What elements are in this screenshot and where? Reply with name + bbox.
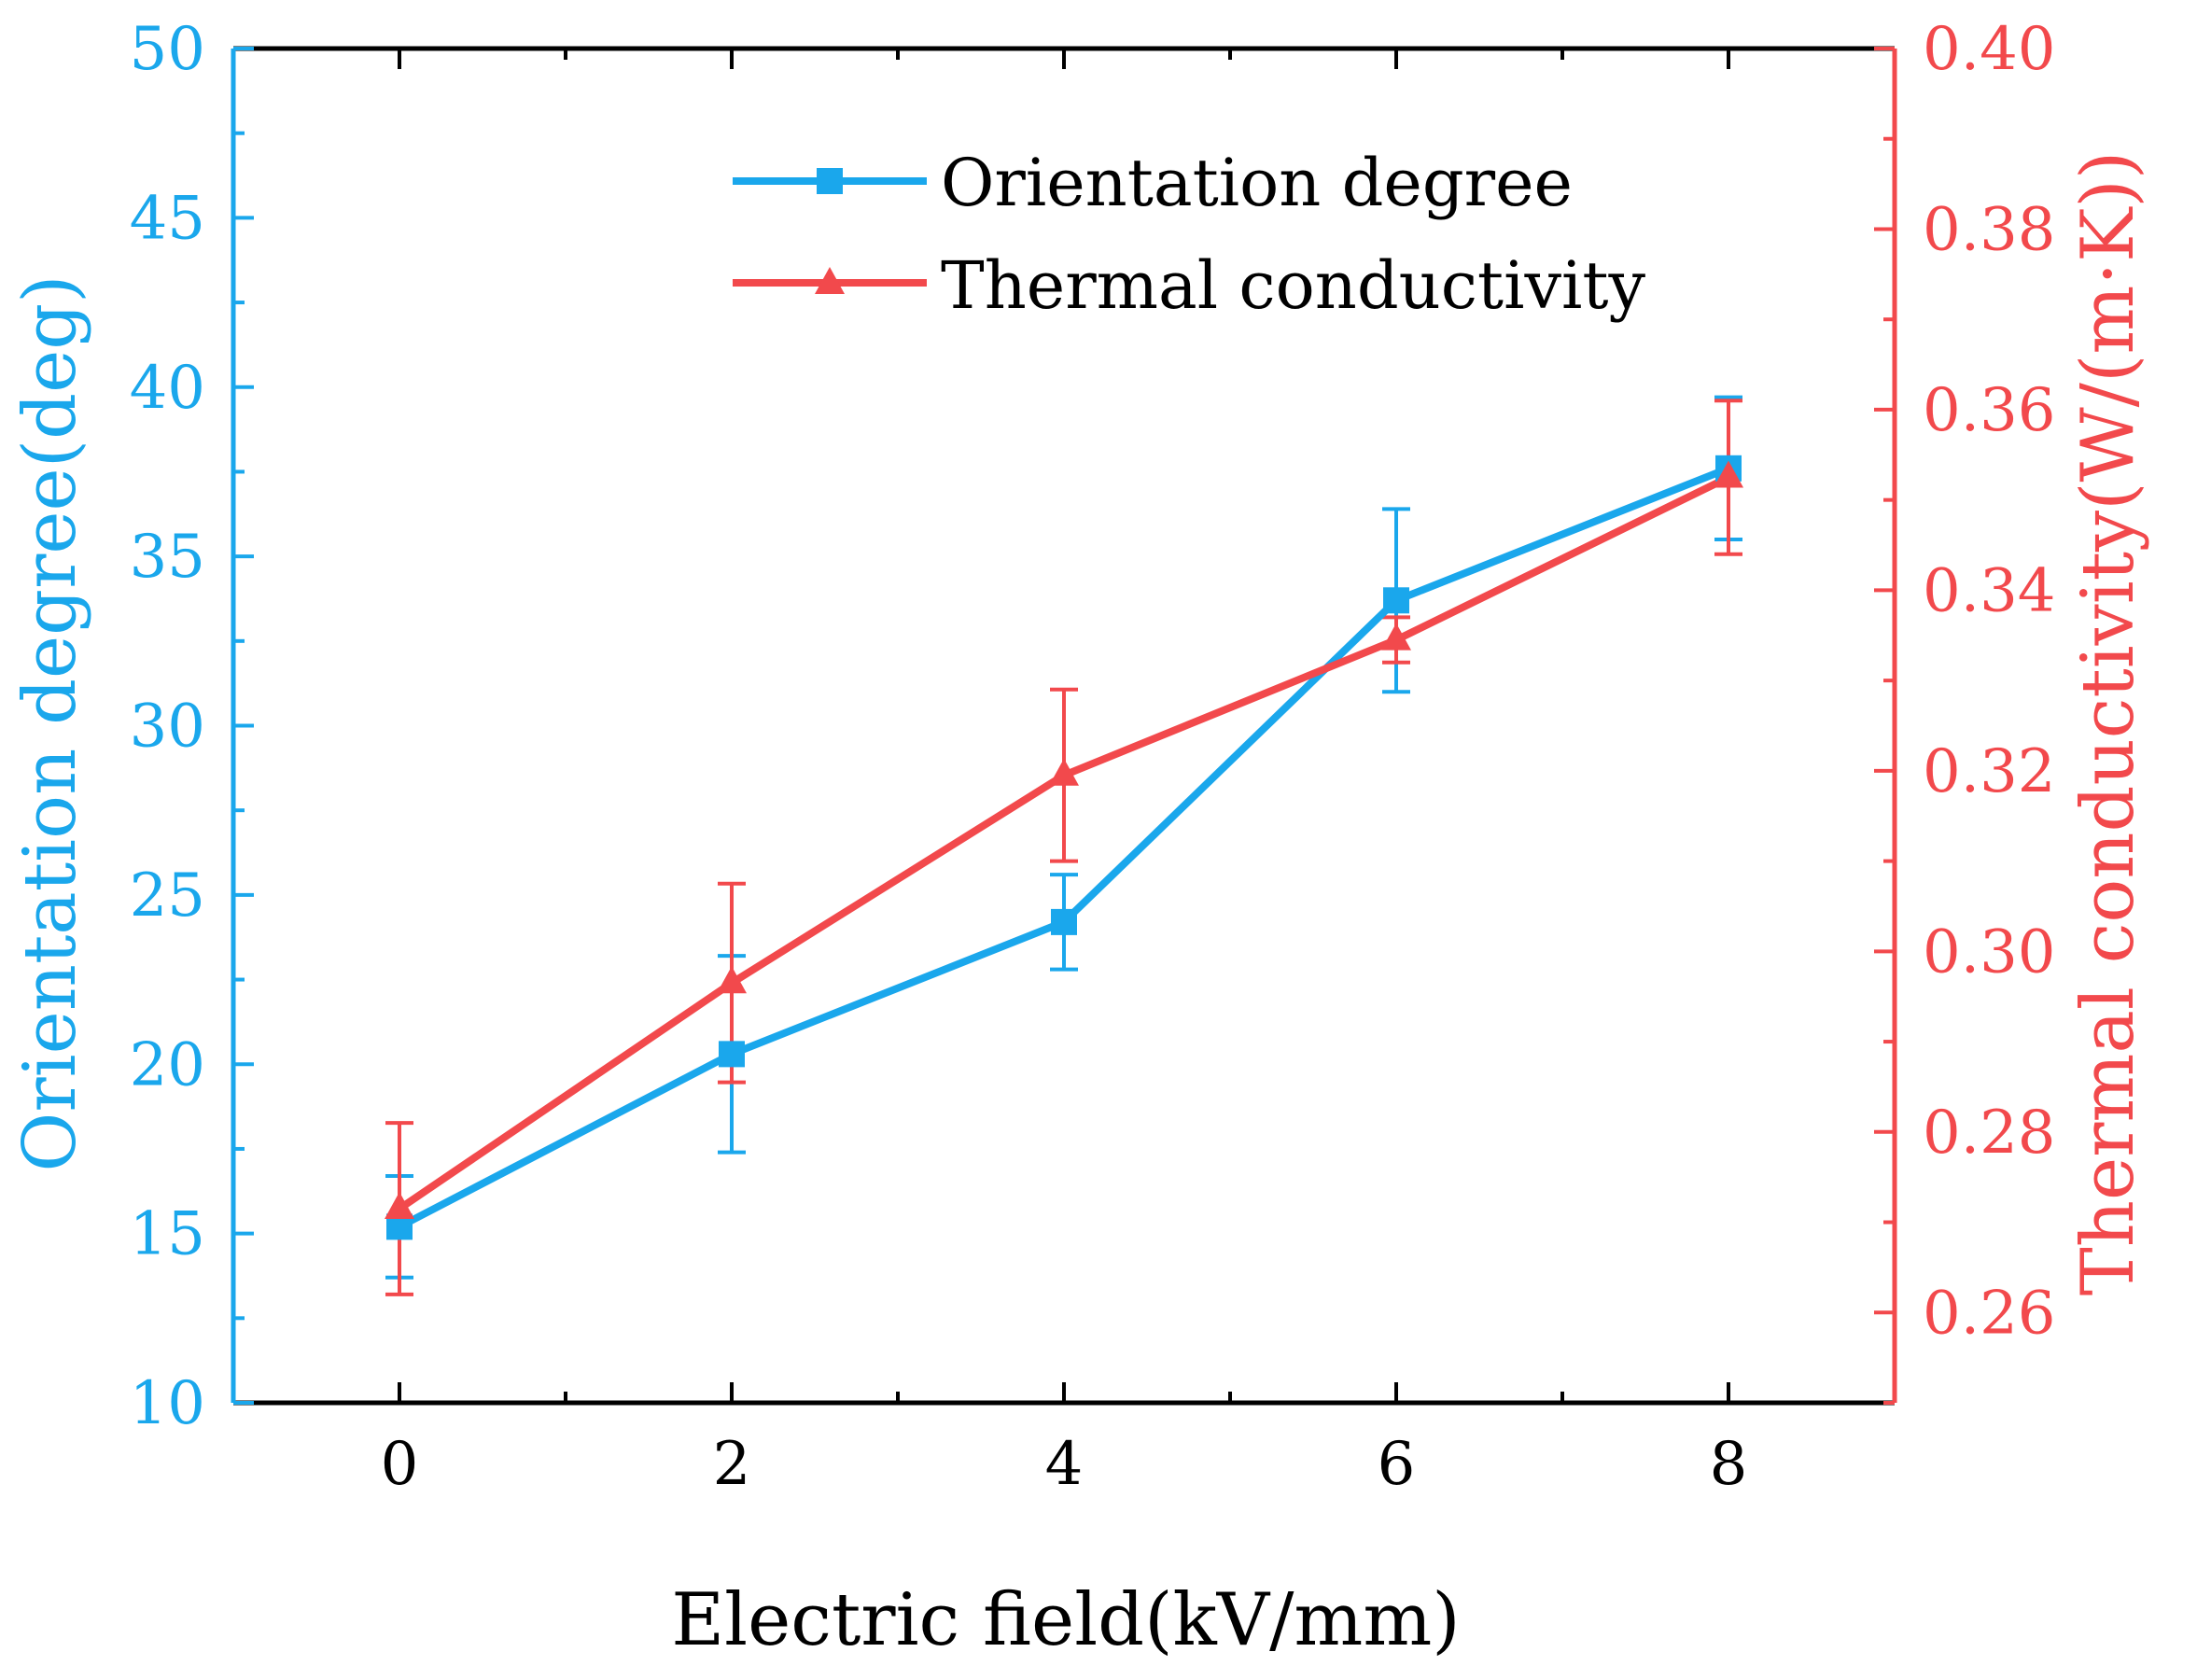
x-tick-label: 0 xyxy=(381,1430,419,1499)
data-point-thermal xyxy=(717,966,747,994)
y-right-tick-label: 0.40 xyxy=(1923,15,2056,84)
data-point-thermal xyxy=(1714,460,1743,488)
data-point-thermal xyxy=(385,1192,414,1220)
y-left-axis-label: Orientation degree(deg) xyxy=(8,274,92,1171)
data-point-orientation xyxy=(719,1041,745,1068)
data-point-orientation xyxy=(1383,587,1409,614)
y-right-tick-label: 0.26 xyxy=(1923,1279,2056,1348)
data-point-orientation xyxy=(1051,908,1077,935)
y-left-tick-label: 40 xyxy=(130,354,205,423)
y-right-tick-label: 0.30 xyxy=(1923,917,2056,987)
y-right-tick-label: 0.38 xyxy=(1923,195,2056,264)
data-point-thermal xyxy=(1381,623,1411,651)
y-left-tick-label: 30 xyxy=(130,693,205,762)
legend-marker-thermal xyxy=(815,267,845,294)
legend-marker-orientation xyxy=(817,168,843,194)
y-right-axis-label: Thermal conductivity(W/(m·K)) xyxy=(2066,151,2150,1296)
y-left-tick-label: 25 xyxy=(130,861,205,931)
legend: Orientation degree Thermal conductivity xyxy=(733,145,1646,324)
y-left-tick-label: 20 xyxy=(130,1030,205,1099)
x-tick-label: 4 xyxy=(1045,1430,1084,1499)
y-left-tick-label: 50 xyxy=(130,15,205,84)
y-left-tick-label: 45 xyxy=(130,184,205,253)
x-axis-label: Electric field(kV/mm) xyxy=(671,1578,1461,1662)
y-left-tick-label: 35 xyxy=(130,523,205,592)
y-right-tick-label: 0.28 xyxy=(1923,1099,2056,1168)
y-right-tick-label: 0.36 xyxy=(1923,376,2056,445)
y-right-tick-label: 0.34 xyxy=(1923,556,2056,625)
x-tick-label: 6 xyxy=(1378,1430,1416,1499)
legend-label-orientation: Orientation degree xyxy=(941,145,1573,221)
legend-label-thermal: Thermal conductivity xyxy=(941,247,1646,324)
y-left-tick-label: 15 xyxy=(130,1200,205,1269)
series-markers xyxy=(385,455,1743,1240)
axes: 0 2 4 6 8 10 15 20 25 30 35 40 45 50 0.26 0.28 0.30 0.32 0… xyxy=(130,15,2056,1499)
data-point-thermal xyxy=(1049,758,1079,786)
x-tick-label: 2 xyxy=(713,1430,751,1499)
x-tick-label: 8 xyxy=(1710,1430,1748,1499)
y-right-tick-label: 0.32 xyxy=(1923,737,2056,806)
y-left-tick-label: 10 xyxy=(130,1369,205,1438)
